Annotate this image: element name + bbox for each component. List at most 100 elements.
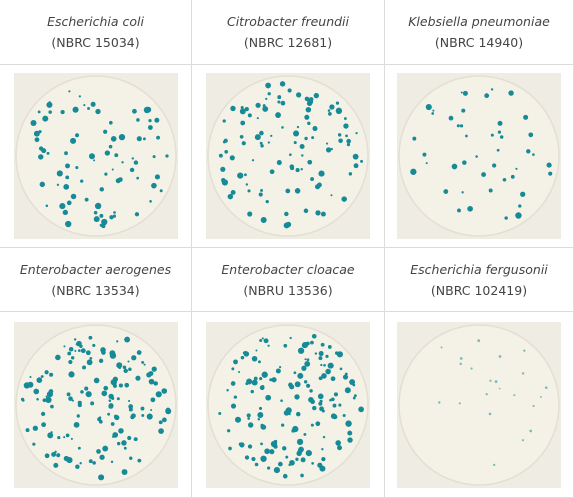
colony xyxy=(295,457,299,461)
colony xyxy=(321,408,325,413)
colony xyxy=(149,408,152,411)
colony xyxy=(317,182,322,188)
colony xyxy=(237,172,244,179)
colony xyxy=(308,97,314,102)
colony xyxy=(226,388,229,391)
colony xyxy=(485,392,488,395)
colony xyxy=(269,448,275,454)
colony xyxy=(102,129,107,134)
colony xyxy=(515,167,518,170)
colony xyxy=(277,461,283,466)
colony xyxy=(80,347,86,353)
colony xyxy=(83,386,88,391)
colony xyxy=(241,141,246,146)
colony xyxy=(528,132,534,138)
colony xyxy=(128,456,132,460)
colony xyxy=(293,130,300,137)
colony xyxy=(117,427,124,434)
colony xyxy=(264,447,270,454)
colony xyxy=(523,349,526,352)
colony xyxy=(548,171,553,176)
colony xyxy=(44,452,49,458)
colony xyxy=(261,371,268,378)
colony xyxy=(116,441,120,445)
colony xyxy=(303,208,309,214)
colony xyxy=(267,92,271,96)
colony xyxy=(347,430,353,436)
colony xyxy=(238,370,241,373)
colony xyxy=(303,379,308,383)
colony xyxy=(296,411,301,416)
colony xyxy=(98,419,103,424)
colony xyxy=(499,135,504,139)
species-name: Enterobacter aerogenes xyxy=(19,262,172,277)
colony xyxy=(140,413,144,417)
colony xyxy=(496,148,500,152)
colony xyxy=(251,159,255,162)
colony xyxy=(309,388,313,393)
colony xyxy=(120,161,124,164)
colony xyxy=(77,348,81,352)
colony xyxy=(299,143,305,150)
colony xyxy=(304,357,307,360)
colony xyxy=(110,378,117,385)
colony xyxy=(320,342,325,347)
colony xyxy=(243,350,250,357)
colony xyxy=(79,179,83,183)
colony xyxy=(458,401,461,404)
colony xyxy=(325,142,329,145)
colony xyxy=(344,372,348,375)
colony xyxy=(253,376,258,380)
colony xyxy=(121,468,127,475)
colony xyxy=(32,388,39,394)
colony xyxy=(305,106,312,113)
colony xyxy=(118,382,123,388)
colony xyxy=(111,431,118,438)
colony xyxy=(459,356,463,360)
colony xyxy=(300,456,306,462)
colony xyxy=(258,406,263,410)
colony xyxy=(113,414,118,419)
colony xyxy=(94,202,101,210)
colony xyxy=(64,175,69,180)
colony xyxy=(104,150,110,156)
colony xyxy=(126,360,130,363)
colony xyxy=(513,393,516,396)
colony xyxy=(240,120,246,126)
colony xyxy=(251,379,258,386)
colony xyxy=(294,380,301,387)
colony xyxy=(108,349,115,356)
strain-id: (NBRC 102419) xyxy=(430,283,528,298)
colony xyxy=(307,159,313,165)
colony xyxy=(239,134,244,139)
colony xyxy=(88,153,95,160)
colony xyxy=(62,344,65,347)
colony xyxy=(321,372,327,379)
colony xyxy=(317,462,323,468)
colony xyxy=(133,436,138,441)
plate-photo xyxy=(13,321,178,488)
colony xyxy=(343,123,349,129)
colony xyxy=(493,463,496,466)
colony xyxy=(498,354,502,358)
plate-image-cell xyxy=(0,312,192,498)
colony xyxy=(36,376,42,383)
colony xyxy=(52,462,58,468)
species-name: Escherichia fergusonii xyxy=(410,262,548,277)
colony xyxy=(74,133,79,138)
colony xyxy=(265,394,272,401)
colony xyxy=(273,466,281,473)
colony xyxy=(147,370,153,376)
colony xyxy=(99,187,104,192)
colony xyxy=(335,101,340,105)
colony xyxy=(321,447,324,450)
colony xyxy=(327,109,331,112)
colony xyxy=(117,366,121,369)
colony xyxy=(301,154,304,157)
colony xyxy=(284,211,289,217)
colony xyxy=(151,365,157,372)
colony xyxy=(320,363,323,366)
colony xyxy=(115,361,122,368)
plate-photo xyxy=(397,73,561,239)
colony xyxy=(345,419,352,427)
